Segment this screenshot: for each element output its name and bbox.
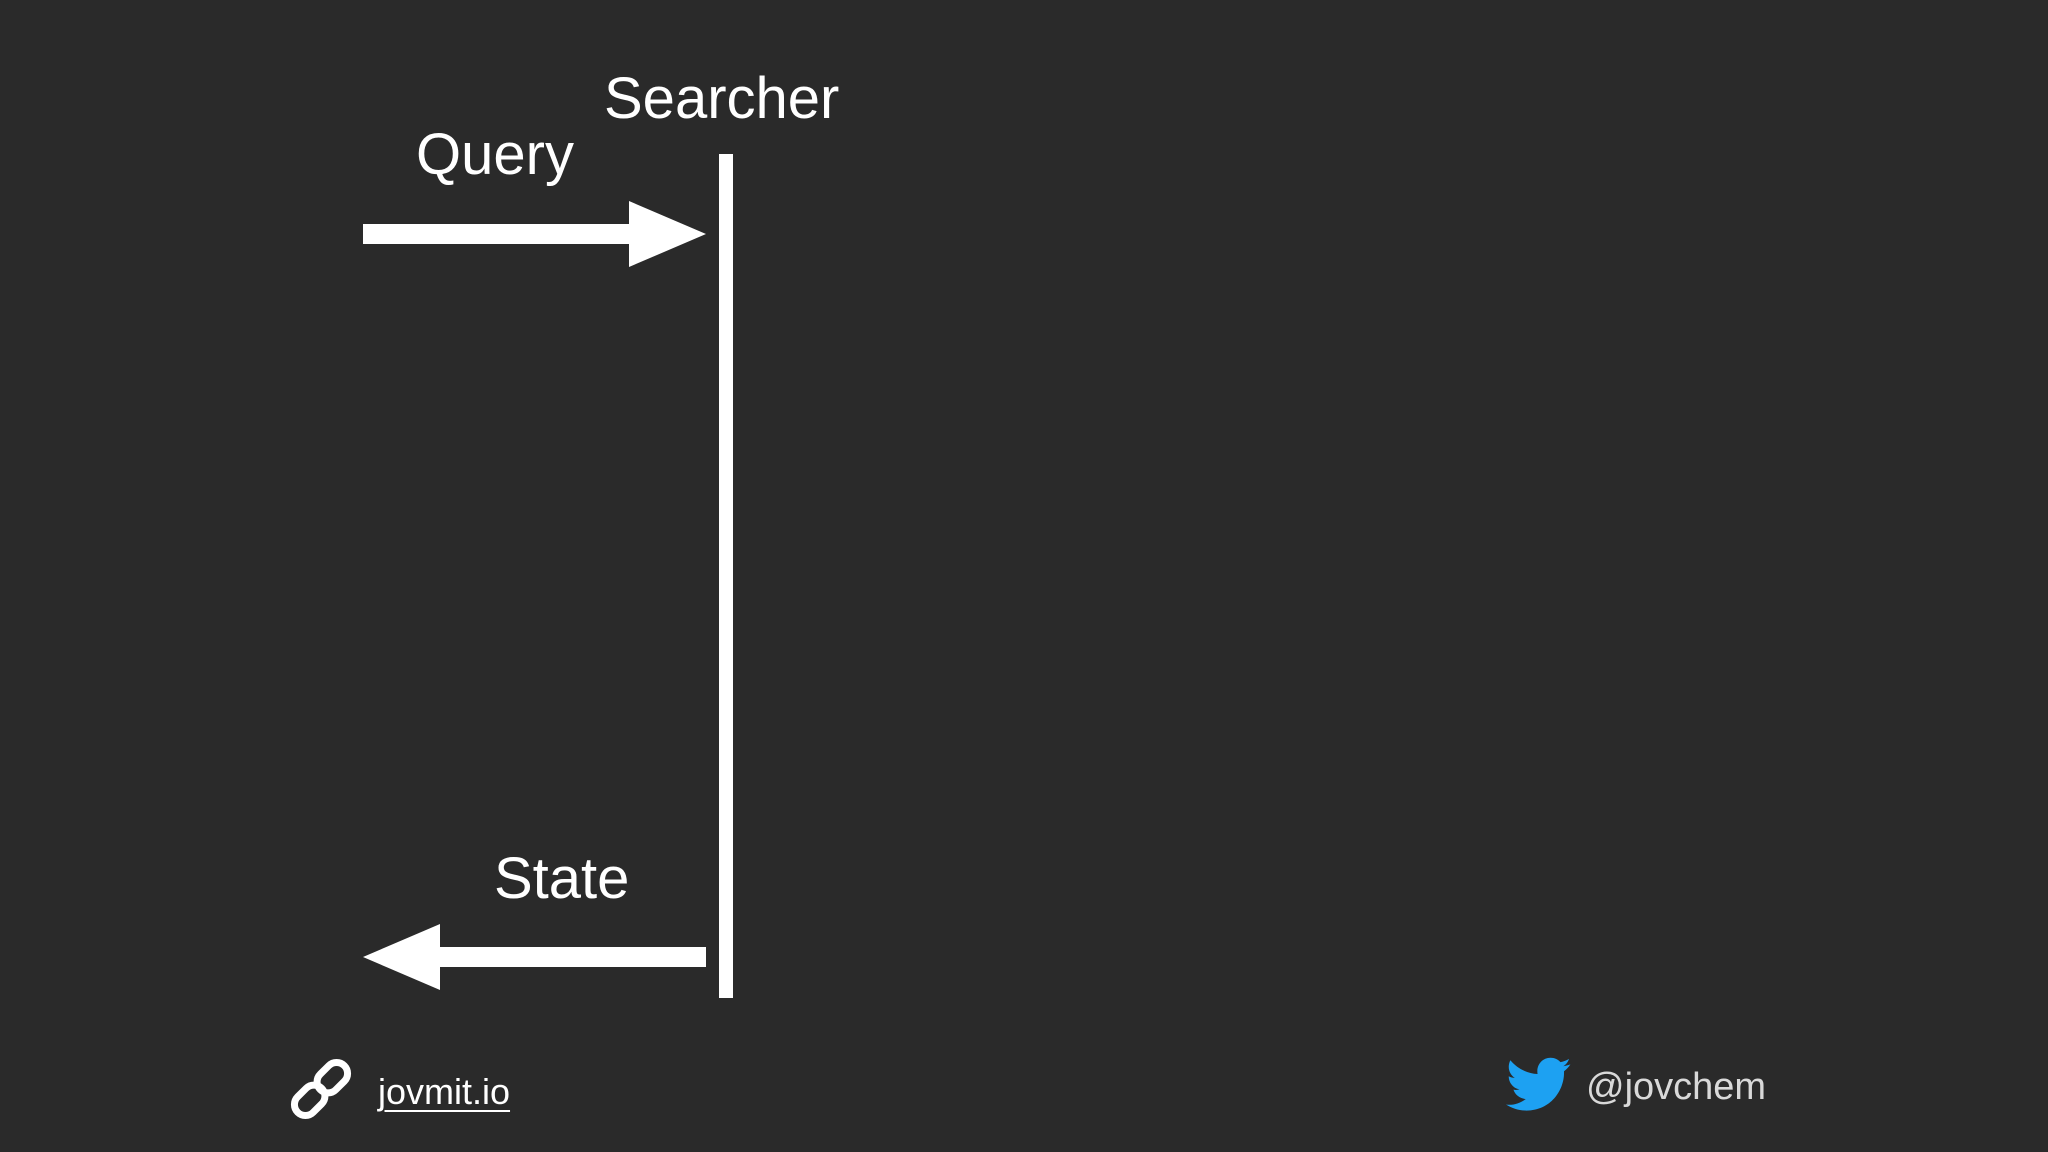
state-arrow-head — [363, 924, 440, 990]
website-link[interactable]: jovmit.io — [286, 1054, 510, 1129]
searcher-lifeline — [719, 154, 733, 998]
query-arrow-head — [629, 201, 706, 267]
state-arrow-shaft — [436, 947, 706, 967]
twitter-handle-text[interactable]: @jovchem — [1586, 1066, 1767, 1108]
state-label: State — [494, 846, 630, 911]
twitter-handle[interactable]: @jovchem — [1506, 1056, 1766, 1119]
searcher-label: Searcher — [604, 66, 840, 131]
twitter-bird-icon — [1506, 1056, 1572, 1119]
query-label: Query — [416, 122, 574, 187]
website-link-text[interactable]: jovmit.io — [378, 1070, 511, 1112]
link-icon — [286, 1054, 356, 1129]
query-arrow-shaft — [363, 224, 633, 244]
